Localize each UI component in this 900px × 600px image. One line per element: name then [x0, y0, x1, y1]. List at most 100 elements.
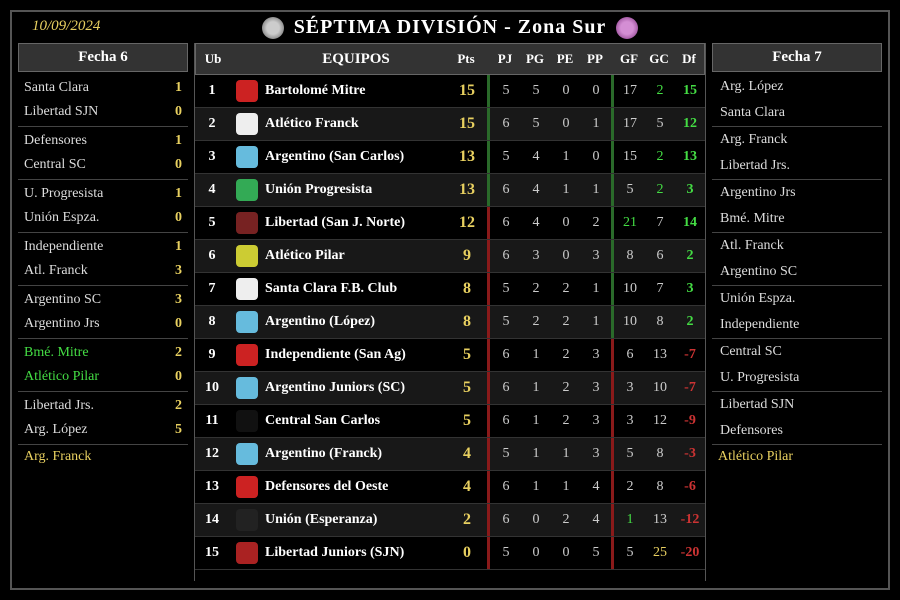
zone-sep: [487, 273, 490, 305]
pts: 4: [447, 478, 487, 496]
table-row: 14Unión (Esperanza)26024113-12: [195, 504, 705, 537]
pts: 0: [447, 544, 487, 562]
pg: 2: [521, 314, 551, 330]
team-name: Atlético Pilar: [265, 248, 447, 264]
pj: 6: [491, 182, 521, 198]
away-team: Libertad Jrs.: [720, 158, 790, 174]
home-team: Arg. Franck: [720, 132, 787, 148]
date-label: 10/09/2024: [32, 18, 100, 35]
standings-panel: 10/09/2024 SÉPTIMA DIVISIÓN - Zona Sur F…: [10, 10, 890, 590]
pe: 0: [551, 545, 581, 561]
fixture: Santa Clara1Libertad SJN0: [18, 74, 188, 127]
zone-sep: [487, 141, 490, 173]
team-name: Bartolomé Mitre: [265, 83, 447, 99]
bye-team: Arg. Franck: [24, 449, 91, 465]
pg: 0: [521, 512, 551, 528]
gf: 5: [615, 182, 645, 198]
gc: 5: [645, 116, 675, 132]
away-team: Defensores: [720, 423, 783, 439]
pj: 5: [491, 545, 521, 561]
gc: 2: [645, 182, 675, 198]
zone-sep: [611, 207, 614, 239]
gc: 7: [645, 281, 675, 297]
df: 12: [675, 116, 705, 132]
zone-sep: [611, 174, 614, 206]
pos: 14: [195, 512, 229, 528]
pp: 0: [581, 149, 611, 165]
league-logo-2: [616, 17, 638, 39]
gf: 10: [615, 314, 645, 330]
right-header: Fecha 7: [712, 43, 882, 72]
pts: 5: [447, 346, 487, 364]
fixture: Unión Espza.Independiente: [712, 286, 882, 339]
gf: 8: [615, 248, 645, 264]
team-name: Libertad (San J. Norte): [265, 215, 447, 231]
gc: 13: [645, 512, 675, 528]
pp: 3: [581, 413, 611, 429]
zone-sep: [487, 75, 490, 107]
table-row: 7Santa Clara F.B. Club852211073: [195, 273, 705, 306]
pj: 5: [491, 446, 521, 462]
away-team: Arg. López: [24, 422, 88, 438]
team-name: Independiente (San Ag): [265, 347, 447, 363]
table-row: 15Libertad Juniors (SJN)05005525-20: [195, 537, 705, 570]
fixtures-left: Fecha 6 Santa Clara1Libertad SJN0Defenso…: [18, 43, 188, 581]
team-name: Argentino Juniors (SC): [265, 380, 447, 396]
gc: 12: [645, 413, 675, 429]
crest: [229, 443, 265, 465]
home-team: Independiente: [24, 239, 103, 255]
table-row: 12Argentino (Franck)4511358-3: [195, 438, 705, 471]
pg: 3: [521, 248, 551, 264]
zone-sep: [611, 339, 614, 371]
df: -7: [675, 347, 705, 363]
away-team: Unión Espza.: [24, 210, 99, 226]
table-row: 8Argentino (López)852211082: [195, 306, 705, 339]
pts: 13: [447, 181, 487, 199]
hdr-pp: PP: [580, 51, 610, 67]
zone-sep: [611, 372, 614, 404]
pp: 5: [581, 545, 611, 561]
zone-sep: [611, 537, 614, 569]
df: -9: [675, 413, 705, 429]
home-score: 1: [166, 80, 182, 96]
df: -20: [675, 545, 705, 561]
home-team: Libertad SJN: [720, 397, 794, 413]
pe: 0: [551, 215, 581, 231]
pe: 2: [551, 512, 581, 528]
gf: 5: [615, 446, 645, 462]
pj: 6: [491, 116, 521, 132]
home-team: Defensores: [24, 133, 87, 149]
fixture: Argentino JrsBmé. Mitre: [712, 180, 882, 233]
zone-sep: [487, 438, 490, 470]
home-team: Unión Espza.: [720, 291, 795, 307]
away-score: 0: [166, 157, 182, 173]
pe: 0: [551, 83, 581, 99]
pos: 1: [195, 83, 229, 99]
pos: 5: [195, 215, 229, 231]
bye-team: Atlético Pilar: [718, 449, 793, 465]
pp: 1: [581, 281, 611, 297]
team-name: Argentino (Franck): [265, 446, 447, 462]
hdr-ub: Ub: [196, 51, 230, 67]
team-name: Unión (Esperanza): [265, 512, 447, 528]
home-team: Libertad Jrs.: [24, 398, 94, 414]
zone-sep: [487, 306, 490, 338]
team-name: Central San Carlos: [265, 413, 447, 429]
crest: [229, 311, 265, 333]
crest: [229, 80, 265, 102]
pg: 5: [521, 116, 551, 132]
gf: 15: [615, 149, 645, 165]
pos: 7: [195, 281, 229, 297]
away-score: 0: [166, 210, 182, 226]
pts: 5: [447, 379, 487, 397]
pe: 0: [551, 248, 581, 264]
table-row: 13Defensores del Oeste4611428-6: [195, 471, 705, 504]
pg: 1: [521, 347, 551, 363]
home-team: Central SC: [720, 344, 782, 360]
pe: 1: [551, 479, 581, 495]
zone-sep: [487, 471, 490, 503]
pg: 4: [521, 215, 551, 231]
home-score: 2: [166, 345, 182, 361]
crest: [229, 344, 265, 366]
pe: 2: [551, 347, 581, 363]
